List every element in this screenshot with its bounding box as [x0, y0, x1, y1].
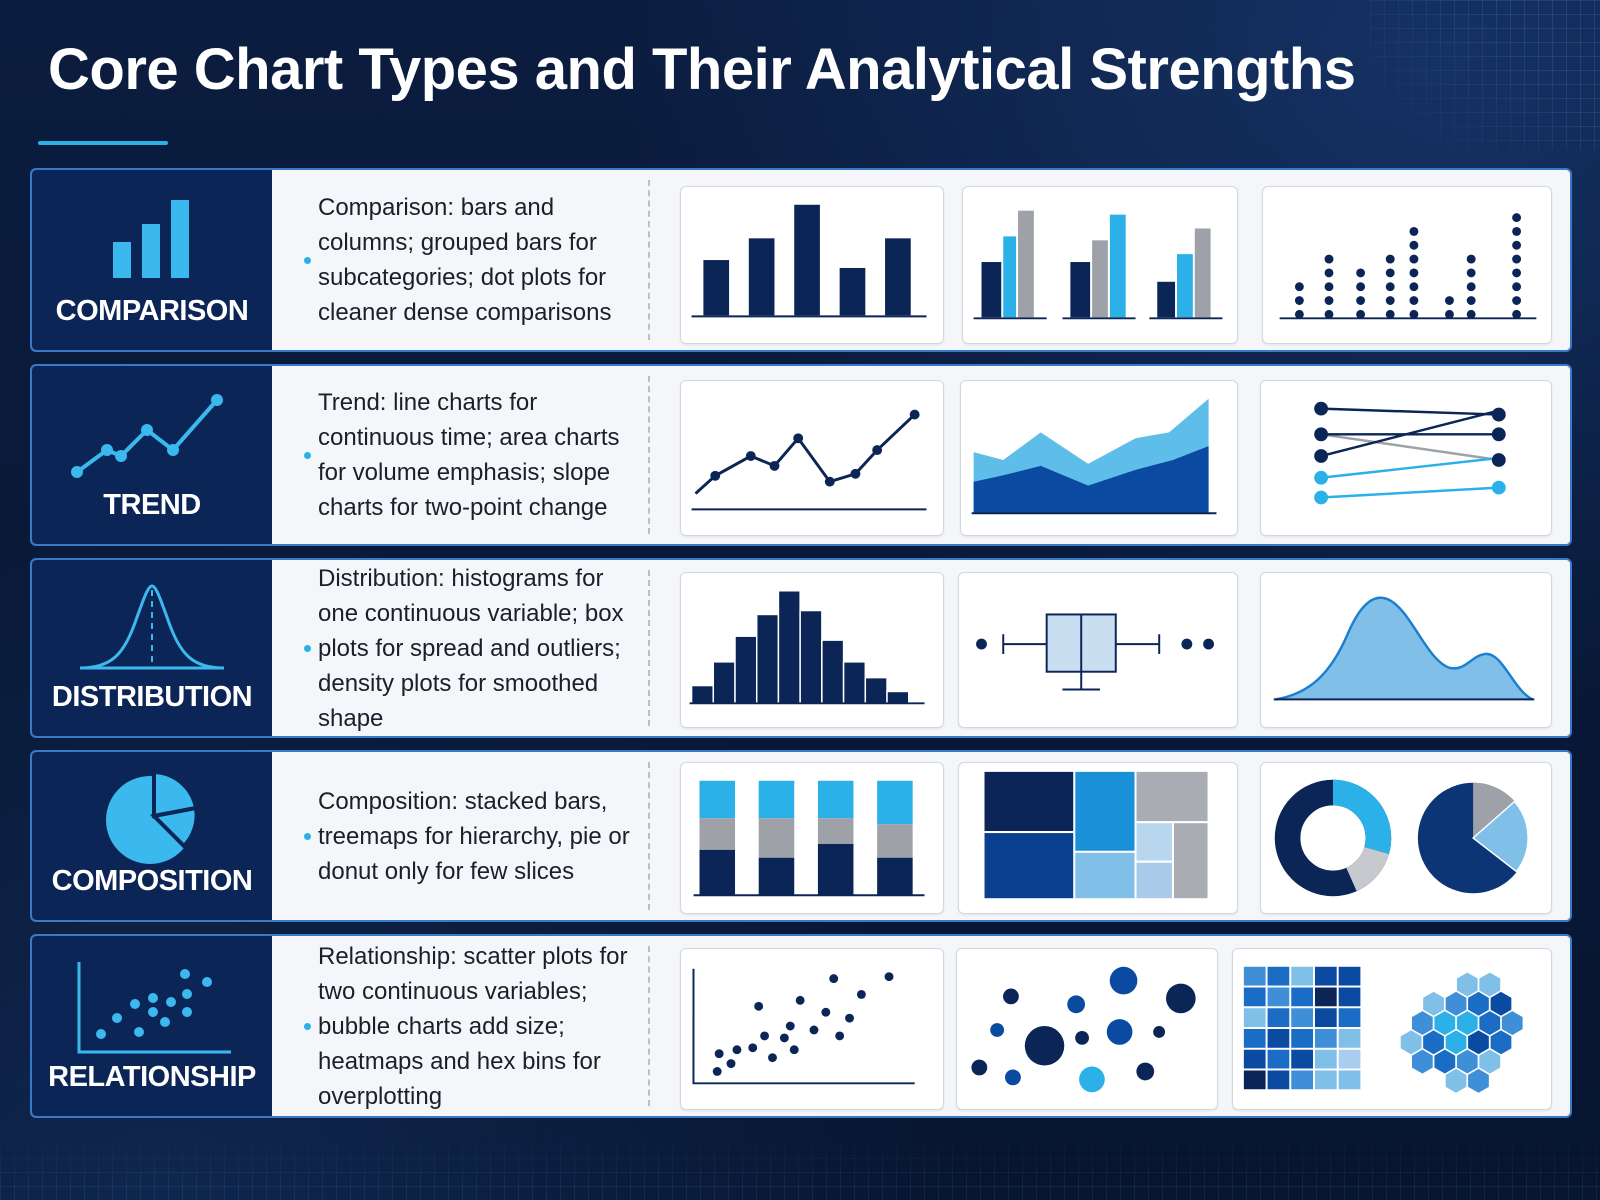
description-relationship: Relationship: scatter plots for two cont… — [294, 936, 639, 1116]
description-text: Relationship: scatter plots for two cont… — [318, 942, 628, 1110]
histogram-thumbnail — [680, 572, 944, 728]
heatmap-cell — [1267, 987, 1290, 1007]
treemap-thumbnail — [958, 762, 1238, 914]
heatmap-cell — [1314, 966, 1337, 986]
heatmap-cell — [1243, 966, 1266, 986]
heatmap-cell — [1314, 1029, 1337, 1048]
grouped-bar-chart-thumbnail — [962, 186, 1238, 344]
heatmap-cell — [1338, 966, 1361, 986]
hexbin — [1399, 970, 1525, 1095]
dashed-divider — [648, 762, 650, 910]
category-label: COMPOSITION — [51, 865, 253, 897]
category-block-trend: TREND — [32, 366, 272, 544]
heatmap-cell — [1267, 1029, 1290, 1048]
heatmap-cell — [1267, 1070, 1290, 1090]
heatmap-cell — [1338, 1029, 1361, 1048]
stacked-bar-chart-thumbnail — [680, 762, 944, 914]
scatter-plot-thumbnail — [680, 948, 944, 1110]
area-chart-thumbnail — [960, 380, 1238, 536]
hexbin-cell — [1466, 1067, 1491, 1095]
heatmap-cell — [1291, 1008, 1313, 1028]
dashed-divider — [648, 376, 650, 534]
category-block-distribution: DISTRIBUTION — [32, 560, 272, 736]
description-text: Comparison: bars and columns; grouped ba… — [318, 194, 612, 326]
heatmap-cell — [1314, 987, 1337, 1007]
row-composition: COMPOSITION Composition: stacked bars, t… — [30, 750, 1572, 922]
heatmap-cell — [1243, 987, 1266, 1007]
slope-chart-thumbnail — [1260, 380, 1552, 536]
category-block-composition: COMPOSITION — [32, 752, 272, 920]
heatmap-cell — [1338, 1049, 1361, 1069]
hexbin-cell — [1444, 1067, 1468, 1095]
description-comparison: Comparison: bars and columns; grouped ba… — [294, 170, 639, 350]
heatmap-cell — [1314, 1070, 1337, 1090]
heatmap-cell — [1243, 1029, 1266, 1048]
heatmap-cell — [1314, 1008, 1337, 1028]
category-label: COMPARISON — [55, 295, 249, 327]
heatmap-cell — [1243, 1049, 1266, 1069]
heatmap-cell — [1338, 1008, 1361, 1028]
heatmap-cell — [1267, 1008, 1290, 1028]
description-composition: Composition: stacked bars, treemaps for … — [294, 752, 639, 920]
description-text: Trend: line charts for continuous time; … — [318, 389, 620, 521]
heatmap-cell — [1291, 1029, 1313, 1048]
row-relationship: RELATIONSHIP Relationship: scatter plots… — [30, 934, 1572, 1118]
row-trend: TREND Trend: line charts for continuous … — [30, 364, 1572, 546]
scatter-plot-icon — [32, 960, 272, 1058]
line-chart-thumbnail — [680, 380, 944, 536]
dashed-divider — [648, 946, 650, 1106]
pie-chart — [1417, 782, 1529, 894]
bullet-icon — [304, 644, 311, 652]
density-plot-thumbnail — [1260, 572, 1552, 728]
donut-and-pie-thumbnail — [1260, 762, 1552, 914]
category-label: TREND — [103, 489, 201, 521]
dashed-divider — [648, 180, 650, 340]
heatmap-cell — [1338, 1070, 1361, 1090]
hexbin-cell — [1410, 1047, 1435, 1076]
chart-type-rows: COMPARISON Comparison: bars and columns;… — [30, 168, 1572, 1130]
description-trend: Trend: line charts for continuous time; … — [294, 366, 639, 544]
category-block-relationship: RELATIONSHIP — [32, 936, 272, 1116]
grid-decoration-top-right — [1370, 0, 1600, 150]
line-chart-icon — [32, 386, 272, 482]
category-label: DISTRIBUTION — [51, 681, 253, 713]
bar-chart-thumbnail — [680, 186, 944, 344]
bullet-icon — [304, 256, 311, 264]
box-plot-thumbnail — [958, 572, 1238, 728]
heatmap-and-hexbin-thumbnail — [1232, 948, 1552, 1110]
title-underline — [38, 141, 168, 145]
grid-decoration-bottom — [0, 1130, 1600, 1200]
dashed-divider — [648, 570, 650, 726]
row-comparison: COMPARISON Comparison: bars and columns;… — [30, 168, 1572, 352]
pie-chart-icon — [32, 770, 272, 866]
heatmap-cell — [1291, 966, 1313, 986]
heatmap-cell — [1243, 1070, 1266, 1090]
bubble-chart-thumbnail — [956, 948, 1218, 1110]
donut-chart — [1274, 779, 1392, 897]
heatmap-cell — [1314, 1049, 1337, 1069]
heatmap-cell — [1267, 1049, 1290, 1069]
bullet-icon — [304, 1022, 311, 1030]
description-distribution: Distribution: histograms for one continu… — [294, 560, 639, 736]
heatmap-cell — [1291, 1049, 1313, 1069]
bullet-icon — [304, 451, 311, 459]
heatmap-cell — [1291, 1070, 1313, 1090]
heatmap-cell — [1291, 987, 1313, 1007]
category-label: RELATIONSHIP — [48, 1061, 256, 1093]
heatmap — [1243, 966, 1361, 1090]
heatmap-cell — [1267, 966, 1290, 986]
heatmap-cell — [1338, 987, 1361, 1007]
page-title: Core Chart Types and Their Analytical St… — [48, 37, 1356, 102]
row-distribution: DISTRIBUTION Distribution: histograms fo… — [30, 558, 1572, 738]
bar-chart-icon — [32, 196, 272, 280]
heatmap-cell — [1243, 1008, 1266, 1028]
category-block-comparison: COMPARISON — [32, 170, 272, 350]
bell-curve-icon — [32, 580, 272, 674]
description-text: Distribution: histograms for one continu… — [318, 564, 624, 732]
bullet-icon — [304, 832, 311, 840]
description-text: Composition: stacked bars, treemaps for … — [318, 787, 630, 885]
dot-plot-thumbnail — [1262, 186, 1552, 344]
